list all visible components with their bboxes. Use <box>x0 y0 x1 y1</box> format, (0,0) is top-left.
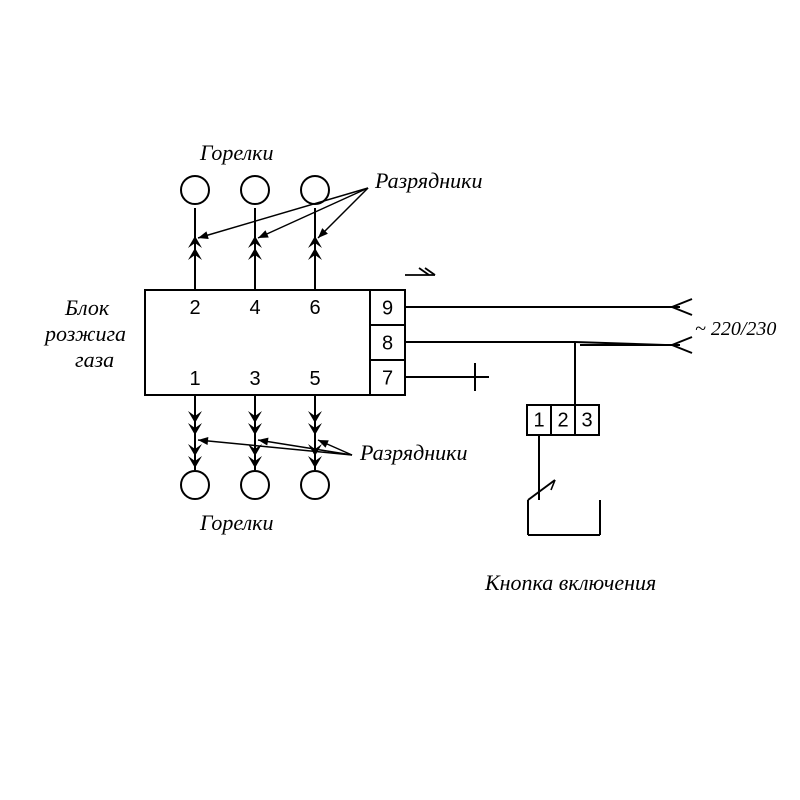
label-button: Кнопка включения <box>484 570 656 595</box>
wiring-diagram: 2 4 6 1 3 5 9 8 7 Горелки Горелки Разрядники Разрядн… <box>0 0 800 800</box>
terminal-number: 1 <box>189 368 200 390</box>
label-razryadniki-top: Разрядники <box>374 168 482 193</box>
label-gorelki-top: Горелки <box>199 140 273 165</box>
terminal-number: 5 <box>309 368 320 390</box>
label-gorelki-bottom: Горелки <box>199 510 273 535</box>
label-razryadniki-bottom: Разрядники <box>359 440 467 465</box>
terminal-number: 2 <box>189 297 200 319</box>
terminal-number: 3 <box>249 368 260 390</box>
label-block-line1: Блок <box>64 295 110 320</box>
connector-pin-number: 8 <box>382 333 393 355</box>
connector-pin-number: 7 <box>382 368 393 390</box>
button-pin-number: 1 <box>533 410 544 432</box>
label-block-line2: розжига <box>43 321 126 346</box>
button-pin-number: 2 <box>557 410 568 432</box>
connector-pin-number: 9 <box>382 298 393 320</box>
terminal-number: 4 <box>249 297 260 319</box>
label-voltage: ~ 220/230 <box>695 318 776 340</box>
terminal-number: 6 <box>309 297 320 319</box>
button-pin-number: 3 <box>581 410 592 432</box>
label-block-line3: газа <box>75 347 114 372</box>
